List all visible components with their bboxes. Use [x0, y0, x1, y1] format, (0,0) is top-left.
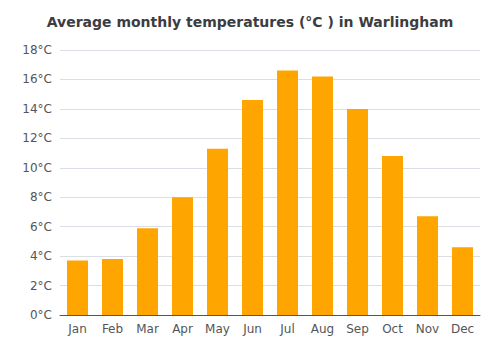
svg-text:Sep: Sep: [346, 322, 369, 336]
svg-text:Mar: Mar: [136, 322, 159, 336]
svg-text:4°C: 4°C: [30, 249, 52, 263]
svg-text:Jan: Jan: [67, 322, 87, 336]
svg-text:Jun: Jun: [242, 322, 262, 336]
svg-text:Aug: Aug: [311, 322, 334, 336]
svg-text:2°C: 2°C: [30, 279, 52, 293]
svg-text:18°C: 18°C: [22, 43, 52, 57]
svg-text:12°C: 12°C: [22, 131, 52, 145]
svg-text:16°C: 16°C: [22, 72, 52, 86]
svg-text:Feb: Feb: [102, 322, 123, 336]
svg-text:14°C: 14°C: [22, 102, 52, 116]
svg-text:Nov: Nov: [416, 322, 439, 336]
svg-text:6°C: 6°C: [30, 220, 52, 234]
svg-text:8°C: 8°C: [30, 190, 52, 204]
svg-text:0°C: 0°C: [30, 308, 52, 322]
svg-text:Dec: Dec: [451, 322, 474, 336]
svg-text:Oct: Oct: [382, 322, 403, 336]
svg-text:Apr: Apr: [172, 322, 193, 336]
svg-text:Jul: Jul: [279, 322, 294, 336]
svg-text:Average monthly temperatures (: Average monthly temperatures (°C ) in Wa…: [47, 14, 454, 30]
svg-text:10°C: 10°C: [22, 161, 52, 175]
svg-text:May: May: [205, 322, 230, 336]
